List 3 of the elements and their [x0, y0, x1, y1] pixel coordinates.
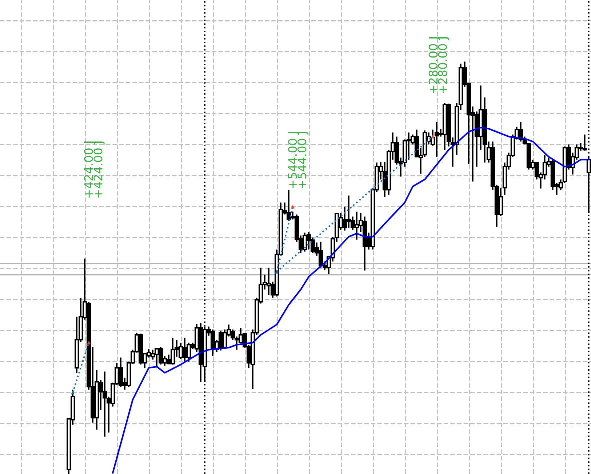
annotation: +544.00 J: [298, 132, 309, 188]
annotation: +280.00 J: [438, 38, 450, 94]
annotation: +424.00 J: [94, 142, 105, 198]
